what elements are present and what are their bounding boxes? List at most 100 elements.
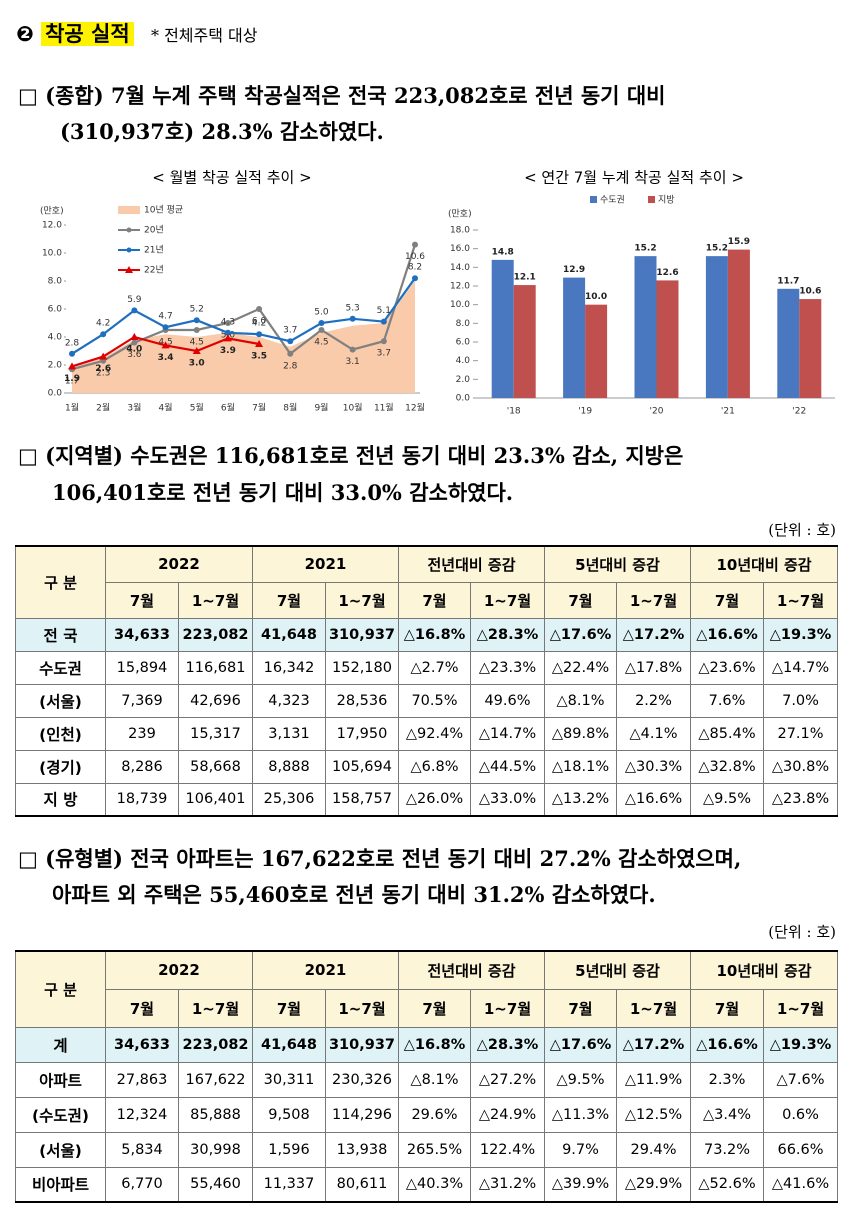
table-cell: 29.6% <box>398 1096 471 1133</box>
marker <box>287 350 294 357</box>
bar <box>585 304 608 398</box>
bar <box>513 285 536 398</box>
row-header: (경기) <box>15 749 106 784</box>
x-tick-label: '18 <box>507 407 521 417</box>
table-cell: △30.8% <box>763 749 839 784</box>
x-tick-label: 5월 <box>190 402 204 414</box>
data-label: 4.7 <box>158 312 172 322</box>
legend-marker <box>125 266 133 273</box>
table-cell: 158,757 <box>325 782 399 817</box>
marker <box>192 347 201 354</box>
group-header: 2021 <box>252 545 399 583</box>
bar <box>656 280 679 398</box>
header-note: * 전체주택 대상 <box>151 26 258 45</box>
sub-header: 1~7월 <box>763 581 839 619</box>
data-label: 3.0 <box>189 359 205 369</box>
data-label: 3.7 <box>283 326 297 336</box>
table: 구 분 2022 2021 전년대비 증감 5년대비 증감 10년대비 증감 7월 1~7월 7… <box>15 950 839 1203</box>
table-cell: 223,082 <box>178 1026 253 1063</box>
table-cell: 11,337 <box>252 1166 326 1203</box>
data-label: 1.7 <box>65 377 79 387</box>
header-title: 착공 실적 <box>41 22 134 46</box>
x-tick-label: 12월 <box>405 402 425 414</box>
legend-label: 10년 평균 <box>144 205 183 216</box>
table-cell: 265.5% <box>398 1131 471 1168</box>
bar <box>777 288 800 398</box>
table-row: 전 국 34,633 223,082 41,648 310,937 △16.8% △28.3… <box>15 617 839 652</box>
sub-header: 7월 <box>690 581 765 619</box>
table-cell: 70.5% <box>398 683 471 718</box>
table-cell: △2.7% <box>398 650 471 685</box>
x-tick-label: 11월 <box>374 402 394 414</box>
table-cell: △16.6% <box>615 782 692 817</box>
data-label: 15.2 <box>634 244 656 254</box>
sub-header: 7월 <box>252 581 326 619</box>
table-cell: △16.8% <box>398 617 471 652</box>
table-row: 비아파트 6,770 55,460 11,337 80,611 △40.3% △31.2% △… <box>15 1166 839 1203</box>
marker <box>68 362 76 370</box>
table-cell: 106,401 <box>178 782 253 817</box>
sub-header: 1~7월 <box>178 581 253 619</box>
table-row: (서울) 5,834 30,998 1,596 13,938 265.5% 122.4% 9.… <box>15 1131 839 1168</box>
data-label: 10.0 <box>585 292 607 302</box>
sub-header: 7월 <box>105 581 179 619</box>
legend-swatch <box>590 196 597 203</box>
y-tick-label: 0.0 <box>48 389 63 399</box>
table-cell: 28,536 <box>325 683 399 718</box>
table-cell: △12.5% <box>615 1096 692 1133</box>
table-cell: 9.7% <box>544 1131 617 1168</box>
table-cell: △14.7% <box>470 716 545 751</box>
row-header: 계 <box>15 1026 106 1063</box>
data-label: 14.8 <box>492 247 514 257</box>
x-tick-label: '22 <box>792 407 806 417</box>
table-cell: △29.9% <box>615 1166 692 1203</box>
group-header: 2022 <box>105 950 253 990</box>
group-header: 10년대비 증감 <box>690 545 839 583</box>
group-header: 10년대비 증감 <box>690 950 839 990</box>
table-cell: △16.8% <box>398 1026 471 1063</box>
table-cell: 27,863 <box>105 1061 179 1098</box>
marker <box>380 318 387 325</box>
data-label: 4.5 <box>314 338 328 348</box>
paragraph-line: □ (종합) 7월 누계 주택 착공실적은 전국 223,082호로 전년 동기… <box>18 83 666 108</box>
table-row: (서울) 7,369 42,696 4,323 28,536 70.5% 49.6% △8.1… <box>15 683 839 718</box>
data-label: 3.7 <box>377 349 391 359</box>
table-cell: 6,770 <box>105 1166 179 1203</box>
marker <box>255 340 264 347</box>
table-cell: 17,950 <box>325 716 399 751</box>
data-label: 8.2 <box>408 263 422 273</box>
line <box>71 244 417 371</box>
marker <box>131 307 138 314</box>
sub-header: 7월 <box>398 988 471 1028</box>
table-cell: 116,681 <box>178 650 253 685</box>
table-cell: △4.1% <box>615 716 692 751</box>
table-cell: △14.7% <box>763 650 839 685</box>
table-cell: 18,739 <box>105 782 179 817</box>
unit-note: (단위 : 호) <box>768 521 836 539</box>
chart-title: < 연간 7월 누계 착공 실적 추이 > <box>524 169 744 187</box>
data-label: 10.6 <box>799 287 821 297</box>
data-label: 3.6 <box>127 350 142 360</box>
table-cell: 41,648 <box>252 617 326 652</box>
table-cell: △23.3% <box>470 650 545 685</box>
data-label: 3.1 <box>345 357 359 367</box>
axis-label: (만호) <box>448 209 472 220</box>
x-tick-label: 7월 <box>252 402 266 414</box>
table-cell: 29.4% <box>615 1131 692 1168</box>
marker <box>412 275 418 282</box>
y-tick-label: 18.0 <box>450 226 470 236</box>
charts: < 월별 착공 실적 추이 > (만호) 0.0 2.0 4.0 6.0 8.0 10.0 12… <box>40 169 835 417</box>
marker <box>318 327 325 333</box>
table-cell: △28.3% <box>470 1026 545 1063</box>
table-cell: 223,082 <box>178 617 253 652</box>
line <box>71 277 416 355</box>
y-tick-label: 14.0 <box>450 263 470 273</box>
table-cell: △23.8% <box>763 782 839 817</box>
table-cell: 114,296 <box>325 1096 399 1133</box>
table-cell: △39.9% <box>544 1166 617 1203</box>
marker <box>131 339 138 346</box>
row-header: 아파트 <box>15 1061 106 1098</box>
marker <box>318 320 325 326</box>
bar <box>634 256 657 398</box>
y-tick-label: 6.0 <box>456 338 471 348</box>
